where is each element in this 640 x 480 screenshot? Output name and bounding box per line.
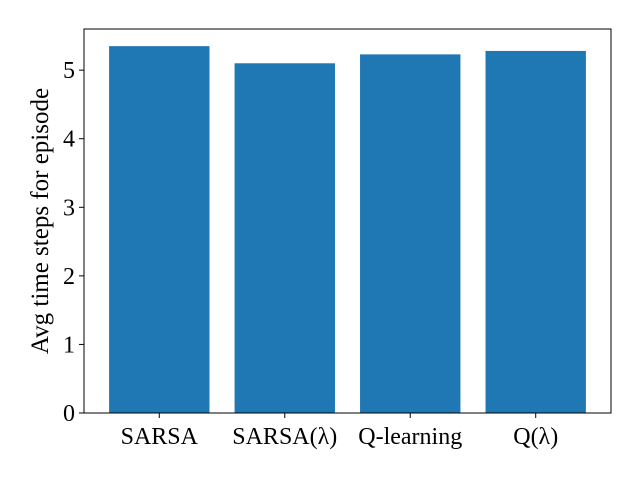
plot-area-frame	[83, 28, 612, 414]
y-tick-label-0: 0	[63, 401, 75, 427]
x-axis: SARSA SARSA(λ) Q-learning Q(λ)	[121, 413, 558, 450]
bars-layer	[109, 46, 586, 414]
y-tick-label-1: 1	[63, 332, 75, 358]
x-tick-label-0: SARSA	[121, 424, 199, 450]
bar-2	[360, 54, 461, 413]
y-tick-label-3: 3	[63, 195, 75, 221]
bar-1	[234, 63, 335, 414]
y-tick-label-4: 4	[63, 127, 75, 153]
x-tick-label-1: SARSA(λ)	[232, 424, 337, 450]
y-axis: 0 1 2 3 4 5	[63, 58, 84, 427]
x-tick-label-2: Q-learning	[358, 424, 462, 450]
bar-0	[109, 46, 210, 414]
x-tick-label-3: Q(λ)	[513, 424, 558, 450]
bar-3	[485, 50, 586, 413]
y-axis-title: Avg time steps for episode	[27, 88, 54, 354]
y-tick-label-2: 2	[63, 264, 75, 290]
y-tick-label-5: 5	[63, 58, 75, 84]
